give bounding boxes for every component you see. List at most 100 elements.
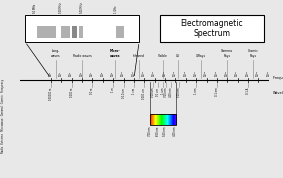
Bar <box>157 114 158 125</box>
Bar <box>163 114 164 125</box>
Bar <box>176 114 177 125</box>
Bar <box>167 114 168 125</box>
Bar <box>175 114 176 125</box>
Text: 1 m: 1 m <box>111 88 115 92</box>
Bar <box>171 114 172 125</box>
Bar <box>163 114 164 125</box>
Bar <box>160 114 161 125</box>
Bar <box>153 114 154 125</box>
Text: 700 nm: 700 nm <box>147 127 151 136</box>
Bar <box>169 114 170 125</box>
Bar <box>175 114 176 125</box>
Bar <box>149 114 150 125</box>
Text: 100 nm: 100 nm <box>177 88 181 97</box>
Bar <box>156 114 157 125</box>
Bar <box>159 114 160 125</box>
Bar <box>151 114 152 125</box>
Text: $10^{5}$: $10^{5}$ <box>68 70 76 77</box>
Bar <box>150 114 151 125</box>
Bar <box>166 114 167 125</box>
Bar <box>160 114 161 125</box>
Bar <box>157 114 158 125</box>
Text: $10^{16}$: $10^{16}$ <box>182 69 190 77</box>
Text: 1 cm: 1 cm <box>132 88 136 94</box>
Bar <box>156 114 157 125</box>
Bar <box>150 114 151 125</box>
Bar <box>170 114 171 125</box>
Bar <box>174 114 175 125</box>
Text: 1 um: 1 um <box>161 88 165 94</box>
Text: UV: UV <box>175 54 180 58</box>
Bar <box>156 114 157 125</box>
Bar <box>159 114 160 125</box>
Text: $10^{20}$: $10^{20}$ <box>224 69 231 77</box>
Bar <box>165 114 166 125</box>
Bar <box>155 114 156 125</box>
Text: $10^{11}$: $10^{11}$ <box>130 69 138 77</box>
Text: $10^{24}$: $10^{24}$ <box>265 69 273 77</box>
Bar <box>79 26 83 38</box>
Text: Gamma
Rays: Gamma Rays <box>221 49 233 58</box>
Text: Visible: Visible <box>158 54 168 58</box>
Bar <box>61 26 70 38</box>
Text: 10 m: 10 m <box>91 88 95 94</box>
Text: 600 nm: 600 nm <box>156 127 160 136</box>
Text: $10^{21}$: $10^{21}$ <box>234 69 241 77</box>
Bar <box>160 15 264 42</box>
Text: 500 MHz: 500 MHz <box>80 2 84 13</box>
Text: $10^{9}$: $10^{9}$ <box>110 70 117 77</box>
Text: 100000 m: 100000 m <box>49 88 53 100</box>
Bar <box>154 114 155 125</box>
Bar <box>72 26 77 38</box>
Text: Cosmic
Rays: Cosmic Rays <box>248 49 259 58</box>
Bar <box>158 114 159 125</box>
Text: 100 MHz: 100 MHz <box>59 2 63 13</box>
Bar <box>161 114 162 125</box>
Bar <box>155 114 156 125</box>
Text: 100 um: 100 um <box>151 88 155 97</box>
Text: Radio   Extreme   Microwave   General   Cosmic   Frequency: Radio Extreme Microwave General Cosmic F… <box>1 79 5 153</box>
Bar <box>160 114 161 125</box>
Bar <box>174 114 175 125</box>
Bar <box>171 114 172 125</box>
Bar <box>168 114 169 125</box>
Bar <box>160 114 161 125</box>
Text: $10^{13}$: $10^{13}$ <box>151 69 158 77</box>
Bar <box>173 114 174 125</box>
Text: 700 nm: 700 nm <box>164 88 168 97</box>
Bar <box>165 114 166 125</box>
Text: $10^{18}$: $10^{18}$ <box>203 69 210 77</box>
Text: 400 nm: 400 nm <box>173 127 177 136</box>
Bar <box>153 114 154 125</box>
Bar <box>164 114 165 125</box>
Bar <box>167 114 168 125</box>
Text: 0.1 A: 0.1 A <box>246 88 250 94</box>
Bar <box>158 114 159 125</box>
Text: 500 nm: 500 nm <box>163 127 167 136</box>
Bar <box>174 114 175 125</box>
Bar <box>166 114 167 125</box>
Text: $10^{17}$: $10^{17}$ <box>192 69 200 77</box>
Bar <box>159 114 160 125</box>
Bar <box>176 114 177 125</box>
Bar <box>116 26 124 38</box>
Text: 1000 um: 1000 um <box>142 88 146 99</box>
Bar <box>162 114 163 125</box>
Text: Electromagnetic
Spectrum: Electromagnetic Spectrum <box>181 19 243 38</box>
Text: X-Rays: X-Rays <box>196 54 207 58</box>
Bar <box>151 114 152 125</box>
Bar <box>176 114 177 125</box>
Bar <box>173 114 174 125</box>
Text: $10^{3}$: $10^{3}$ <box>47 70 55 77</box>
Text: 10 um: 10 um <box>156 88 160 96</box>
Text: 1000 m: 1000 m <box>70 88 74 97</box>
Bar <box>162 114 163 125</box>
Text: Long-
waves: Long- waves <box>51 49 61 58</box>
Text: $10^{8}$: $10^{8}$ <box>99 70 107 77</box>
Text: $10^{14}$: $10^{14}$ <box>161 69 169 77</box>
Bar <box>167 114 168 125</box>
Bar <box>172 114 173 125</box>
Text: Frequency (Hz): Frequency (Hz) <box>273 77 283 80</box>
Bar <box>150 114 151 125</box>
Bar <box>158 114 159 125</box>
